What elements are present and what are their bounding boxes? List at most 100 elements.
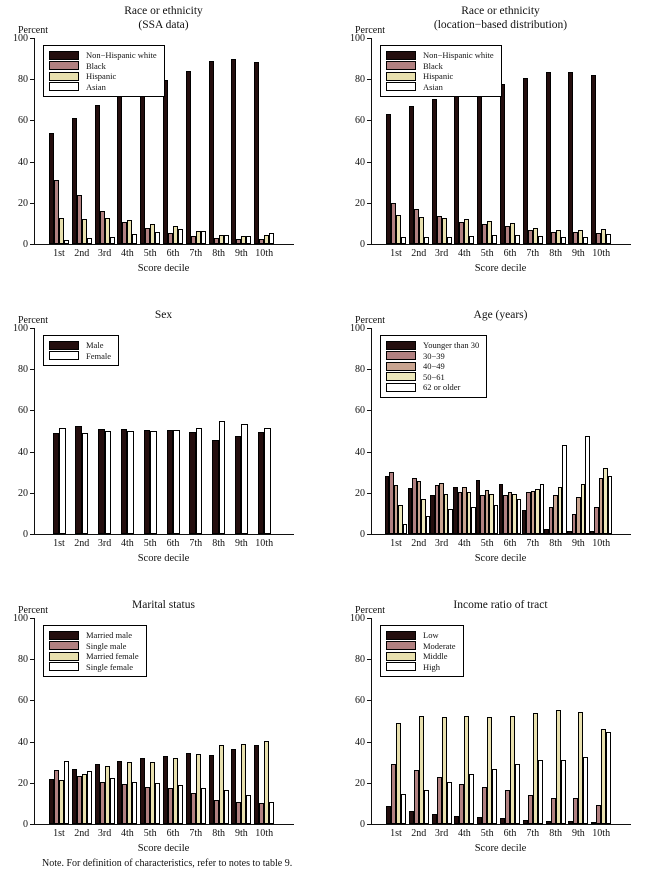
bar-income-ratio-of-tract-5th-series2: [487, 716, 493, 824]
bar-sex-2nd-series1: [81, 433, 89, 534]
bar-race-ethnicity-ssa-4th-series3: [132, 233, 138, 244]
legend-swatch: [386, 340, 416, 350]
y-axis-label: Percent: [18, 605, 48, 616]
y-axis-label: Percent: [18, 25, 48, 36]
bar-race-ethnicity-ssa-8th-series2: [218, 234, 224, 244]
bar-marital-status-4th-series3: [132, 781, 138, 824]
bar-race-ethnicity-ssa-2nd-series0: [71, 118, 77, 244]
bar-sex-8th-series1: [218, 420, 226, 534]
bar-marital-status-2nd-series1: [76, 775, 82, 824]
bar-race-ethnicity-ssa-10th-series3: [269, 232, 275, 244]
bar-income-ratio-of-tract-8th-series0: [545, 820, 551, 824]
bar-marital-status-6th-series3: [178, 784, 183, 824]
legend-row: Low: [386, 630, 456, 641]
bar-age-years-6th-series4: [516, 498, 522, 534]
x-axis-title: Score decile: [137, 843, 190, 854]
y-tick-label: 80: [355, 364, 365, 376]
bar-age-years-3rd-series3: [443, 493, 449, 534]
x-tick-label: 10th: [592, 248, 611, 259]
legend-swatch: [49, 351, 79, 361]
x-tick-label: 5th: [143, 248, 157, 259]
y-tick-label: 80: [18, 74, 28, 86]
y-tick-label: 100: [350, 613, 365, 624]
y-tick-mark: [367, 534, 371, 535]
legend-row: Middle: [386, 651, 456, 662]
bar-race-ethnicity-ssa-9th-series3: [246, 235, 252, 244]
y-tick-mark: [30, 79, 34, 81]
bar-race-ethnicity-ssa-5th-series2: [150, 224, 156, 244]
x-axis-title: Score decile: [474, 843, 527, 854]
legend-swatch: [386, 630, 416, 640]
bar-race-ethnicity-ssa-6th-series1: [168, 232, 173, 244]
y-tick-mark: [30, 410, 34, 412]
x-tick-label: 2nd: [74, 538, 90, 549]
x-tick-label: 8th: [212, 248, 225, 259]
chart-title: Sex: [34, 308, 293, 322]
x-tick-label: 1st: [390, 248, 402, 259]
y-axis-label: Percent: [18, 315, 48, 326]
y-tick-mark: [30, 120, 34, 122]
bar-age-years-1st-series2: [393, 484, 399, 534]
bar-marital-status-7th-series2: [195, 753, 201, 824]
y-tick-label: 60: [355, 405, 365, 417]
legend-label: Asian: [86, 81, 106, 92]
x-tick-label: 7th: [189, 248, 203, 259]
x-tick-label: 7th: [526, 538, 540, 549]
legend-row: Hispanic: [386, 71, 494, 82]
bar-marital-status-3rd-series1: [99, 781, 105, 824]
y-tick-label: 80: [355, 654, 365, 666]
bar-age-years-10th-series0: [589, 530, 595, 534]
chart-title: Marital status: [34, 598, 293, 612]
y-tick-mark: [30, 202, 34, 204]
chart-title-line: Income ratio of tract: [453, 599, 548, 611]
bar-age-years-8th-series4: [562, 445, 567, 534]
legend-row: Hispanic: [49, 71, 157, 82]
legend-swatch: [49, 50, 79, 60]
chart-title: Race or ethnicity (location−based distrib…: [371, 4, 630, 32]
bar-sex-1st-series0: [52, 433, 59, 534]
legend-label: Low: [423, 630, 439, 641]
bar-race-ethnicity-location-1st-series2: [396, 215, 401, 244]
bar-income-ratio-of-tract-6th-series2: [510, 715, 515, 824]
bar-sex-3rd-series0: [98, 428, 105, 534]
x-tick-label: 8th: [549, 538, 562, 549]
y-tick-mark: [30, 741, 34, 743]
bar-marital-status-1st-series0: [49, 778, 54, 824]
x-tick-label: 9th: [235, 538, 248, 549]
legend-row: Asian: [386, 82, 494, 93]
bar-income-ratio-of-tract-2nd-series1: [413, 770, 419, 824]
y-tick-label: 40: [355, 156, 365, 168]
bar-race-ethnicity-location-10th-series0: [591, 75, 597, 244]
bar-race-ethnicity-location-2nd-series1: [413, 208, 419, 244]
x-tick-label: 5th: [480, 538, 494, 549]
x-tick-label: 3rd: [434, 538, 449, 549]
y-tick-label: 0: [23, 239, 28, 250]
y-tick-mark: [367, 38, 371, 39]
y-tick-mark: [367, 202, 371, 204]
legend: Non−Hispanic white Black Hispanic Asian: [380, 45, 502, 97]
legend-swatch: [49, 641, 79, 651]
chart-title-line: (location−based distribution): [433, 19, 568, 31]
y-tick-mark: [367, 700, 371, 702]
x-tick-label: 10th: [255, 828, 274, 839]
bar-race-ethnicity-location-1st-series1: [391, 202, 396, 244]
bar-race-ethnicity-ssa-2nd-series1: [76, 194, 82, 244]
legend-row: Female: [49, 351, 111, 362]
legend-label: High: [423, 661, 440, 672]
y-tick-label: 80: [355, 74, 365, 86]
bar-age-years-6th-series3: [512, 493, 517, 534]
bar-race-ethnicity-location-3rd-series3: [446, 236, 452, 244]
x-tick-label: 10th: [255, 248, 274, 259]
bar-sex-9th-series1: [241, 423, 248, 534]
bar-age-years-4th-series1: [457, 491, 463, 534]
bar-race-ethnicity-location-9th-series1: [573, 231, 579, 244]
chart-title: Age (years): [371, 308, 630, 322]
bar-marital-status-3rd-series2: [104, 766, 110, 824]
x-tick-label: 1st: [390, 538, 402, 549]
bar-income-ratio-of-tract-8th-series1: [550, 798, 556, 824]
figure-note: Note. For definition of characteristics,…: [42, 858, 293, 869]
bar-race-ethnicity-ssa-7th-series2: [195, 230, 201, 244]
bar-age-years-3rd-series4: [448, 509, 453, 534]
legend-swatch: [386, 651, 416, 661]
legend-row: Single male: [49, 641, 139, 652]
